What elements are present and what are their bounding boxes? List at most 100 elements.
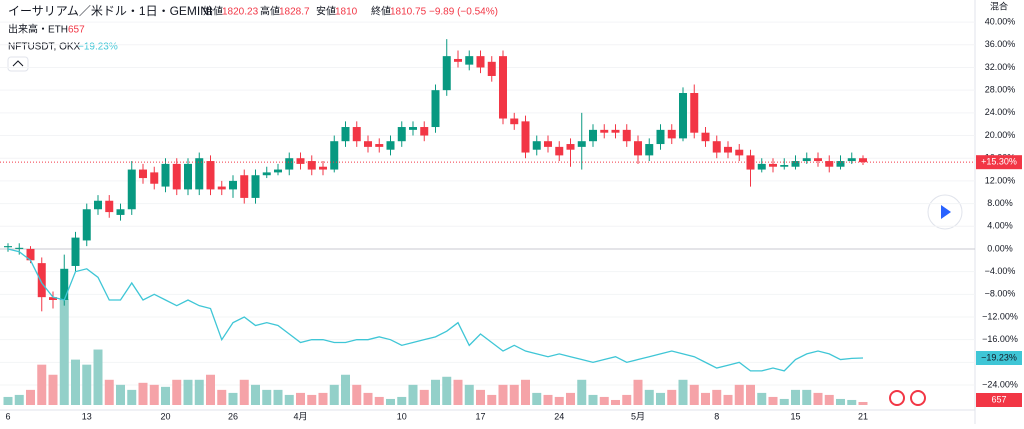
volume-bar (341, 374, 350, 405)
candle-body (4, 246, 12, 248)
candle-body (656, 129, 665, 145)
candle-body (240, 175, 249, 198)
volume-bar (374, 396, 384, 405)
ohlc-value: 1820.23 (222, 7, 259, 18)
volume-title: 出来高・ETH (8, 23, 68, 36)
x-tick-label: 13 (82, 411, 92, 421)
candle-body (274, 169, 282, 173)
compare-name: NFTUSDT, OKX (8, 42, 81, 53)
volume-bar (284, 394, 294, 405)
collapse-button[interactable] (7, 56, 29, 72)
candle-body (150, 172, 159, 184)
candle-body (330, 141, 339, 170)
candle-body (386, 141, 395, 150)
volume-value: 657 (68, 25, 85, 36)
y-tick-label: 40.00% (985, 16, 1016, 26)
candle-body (409, 127, 417, 130)
candle-body (60, 268, 69, 300)
candle-body (229, 180, 237, 190)
candle-body (442, 56, 451, 91)
y-tick-label: 32.00% (985, 62, 1016, 72)
candle-body (814, 158, 822, 162)
volume-bar (847, 399, 857, 405)
volume-bar (48, 374, 58, 405)
volume-bar (251, 384, 260, 405)
candle-body (724, 146, 732, 153)
volume-bar (363, 392, 373, 405)
price-badge (976, 155, 1022, 170)
volume-bar (633, 379, 643, 405)
ohlc-label: 始値 (203, 5, 223, 18)
x-tick-label: 21 (858, 411, 868, 421)
candle-body (532, 141, 541, 150)
volume-bar (611, 399, 620, 405)
volume-bar (656, 392, 665, 405)
volume-bar (183, 379, 193, 405)
candle-body (634, 141, 642, 156)
y-tick-label: −4.00% (985, 266, 1016, 276)
candle-body (645, 144, 654, 156)
volume-bar (82, 364, 92, 405)
candle-body (37, 263, 46, 298)
x-tick-label: 6 (5, 411, 10, 421)
candle-body (802, 158, 811, 162)
x-tick-label: 17 (475, 411, 485, 421)
volume-bar (712, 389, 722, 405)
volume-bar (329, 384, 339, 405)
x-tick-label: 15 (790, 411, 800, 421)
volume-bar (836, 398, 845, 405)
volume-bar (453, 379, 463, 405)
event-flag[interactable] (889, 390, 905, 406)
y-tick-label: 8.00% (987, 198, 1013, 208)
candle-body (499, 56, 507, 119)
candle-body (712, 141, 721, 153)
volume-bar (431, 379, 440, 405)
volume-bar (509, 384, 519, 405)
volume-bar (543, 394, 553, 405)
compare-line (7, 248, 864, 372)
volume-bar (667, 389, 677, 405)
event-flag[interactable] (910, 390, 926, 406)
candle-body (184, 163, 192, 190)
volume-bar (768, 396, 778, 405)
volume-bar (71, 359, 80, 405)
x-tick-label: 26 (228, 411, 238, 421)
volume-bar (824, 394, 834, 405)
candle-body (116, 209, 125, 215)
volume-bar (779, 398, 789, 405)
candle-body (577, 141, 586, 147)
candle-body (465, 56, 474, 65)
candle-body (769, 163, 777, 167)
volume-bar (521, 379, 530, 405)
y-tick-label: −16.00% (982, 334, 1018, 344)
symbol: イーサリアム／米ドル・1日・GEMINI (8, 4, 212, 18)
scale-mode[interactable]: 混合 (990, 0, 1008, 11)
volume-bar (588, 394, 598, 405)
candle-body (566, 144, 575, 150)
volume-bar (644, 389, 654, 405)
volume-bar (3, 396, 13, 405)
volume-bar (802, 389, 812, 405)
candle-body (217, 186, 226, 190)
volume-bar (318, 392, 328, 405)
volume-bar (228, 392, 238, 405)
candle-body (296, 158, 305, 164)
y-tick-label: 0.00% (987, 243, 1013, 253)
volume-bar (701, 392, 710, 405)
volume-bar (476, 389, 485, 405)
candle-body (172, 163, 181, 190)
volume-bar (172, 379, 182, 405)
compare-value: −19.23% (78, 42, 118, 53)
volume-bar (757, 392, 767, 405)
volume-bar (352, 384, 362, 405)
volume-bar (127, 389, 137, 405)
candle-body (94, 200, 102, 210)
candle-body (375, 144, 384, 147)
change: −9.89 (−0.54%) (429, 7, 498, 18)
volume-bar (791, 389, 800, 405)
y-tick-label: −24.00% (982, 379, 1018, 389)
volume-bar (206, 374, 215, 405)
y-tick-label: 36.00% (985, 39, 1016, 49)
volume-badge (976, 393, 1022, 407)
